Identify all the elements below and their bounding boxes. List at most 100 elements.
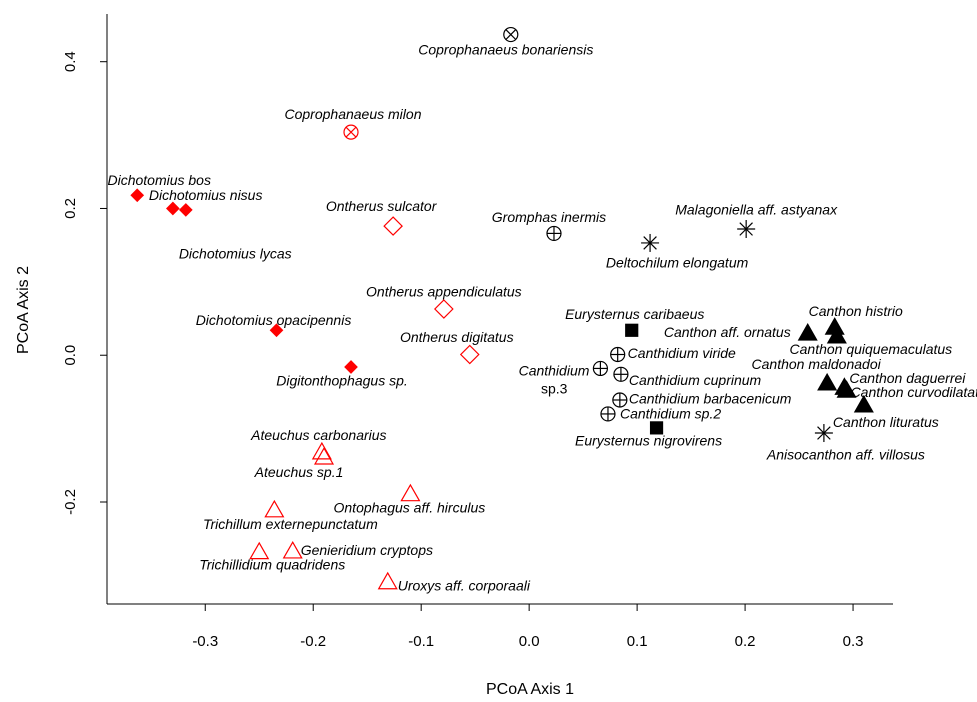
point-label: Trichillum externepunctatum [203,516,378,532]
point [600,406,616,422]
point [434,299,454,319]
point-label: Canthon lituratus [833,414,939,430]
point-stroke [345,126,357,138]
y-tick-label: -0.2 [62,489,79,515]
point [625,323,639,337]
point [817,372,838,391]
point [383,216,403,236]
point-label: Anisocanthon aff. villosus [766,447,925,463]
point-label: Deltochilum elongatum [606,255,749,271]
point [826,325,847,344]
point-shape [264,499,285,518]
point [130,188,145,203]
point-label: Ateuchus carbonarius [250,427,386,443]
point-shape [797,323,818,341]
x-tick-label: 0.3 [843,633,864,650]
point-label: Eurysternus nigrovirens [575,433,722,449]
point-label: Canthidium cuprinum [629,372,762,388]
point-shape [178,203,193,217]
point [178,203,193,217]
point [641,233,660,252]
point-label: Gromphas inermis [492,209,606,225]
point [400,483,421,502]
point-shape [826,325,847,344]
x-tick-label: 0.1 [627,633,648,650]
point [166,201,180,216]
point-label: Trichillidium quadridens [199,557,345,573]
point-label: Dichotomius opacipennis [196,312,352,328]
point-stroke [817,426,831,440]
point-shape [130,188,145,203]
point-label: Ontherus sulcator [326,198,438,214]
point-label: Canthidium sp.3 [519,362,590,396]
point-shape [625,323,639,337]
point [344,360,358,374]
point-label: Coprophanaeus milon [285,106,422,122]
point-shape [313,447,335,465]
y-tick-label: 0.4 [62,51,79,72]
x-axis-label: PCoA Axis 1 [486,681,574,698]
point-shape [344,360,358,374]
point [503,26,519,43]
point [459,344,480,365]
point-shape [377,571,398,590]
point-shape [311,441,332,460]
point [797,323,818,341]
point-label: Canthidium viride [628,345,736,361]
point-circle [343,124,359,140]
point [612,392,628,408]
point [649,421,664,435]
point-label: Ontherus digitatus [400,329,514,345]
x-tick-label: 0.0 [519,633,540,650]
point-label: Dichotomius nisus [149,187,263,203]
point-stroke [739,222,753,236]
point-label: Dichotomius bos [107,172,211,188]
point [313,447,335,465]
x-tick-label: -0.1 [408,633,434,650]
point-label: Canthidium barbacenicum [629,391,792,407]
point [311,441,332,460]
point-shape [817,372,838,391]
point [592,360,609,377]
point-stroke [505,29,517,40]
point-shape [269,323,284,338]
point-shape [853,394,874,413]
point-stroke [643,236,657,250]
point-shape [459,344,480,365]
point-shape [649,421,664,435]
point [613,366,629,382]
point [377,571,398,590]
point [546,225,562,242]
point-label: Genieridium cryptops [301,542,433,558]
point-label: Canthon aff. ornatus [664,324,791,340]
point-label: Canthon curvodilatatus [851,384,977,400]
point-shape [383,216,403,236]
point-shape [434,299,454,319]
y-axis-label: PCoA Axis 2 [15,266,32,354]
point-label: Canthon daguerrei [849,370,966,386]
point-label: Canthidium sp.2 [620,406,721,422]
point [853,394,874,413]
point-label: Canthon histrio [809,303,903,319]
point-label: Ateuchus sp.1 [254,464,344,480]
point [249,541,270,560]
point-shape [166,201,180,216]
point-shape [836,380,857,398]
y-tick-label: 0.2 [62,198,79,219]
point-label: Eurysternus caribaeus [565,306,704,322]
point-label: Ontherus appendiculatus [366,284,522,300]
point [610,346,626,363]
point [737,220,756,239]
point [836,380,857,398]
x-tick-label: -0.3 [192,633,218,650]
point-shape [282,540,303,559]
point [814,424,833,443]
point-label: Canthon maldonadoi [752,356,882,372]
point-label: Dichotomius lycas [179,246,292,262]
point [264,499,285,518]
y-tick-label: 0.0 [62,345,79,366]
point-label: Digitonthophagus sp. [276,373,408,389]
point [269,323,284,338]
point-label: Canthon quiquemaculatus [790,341,953,357]
